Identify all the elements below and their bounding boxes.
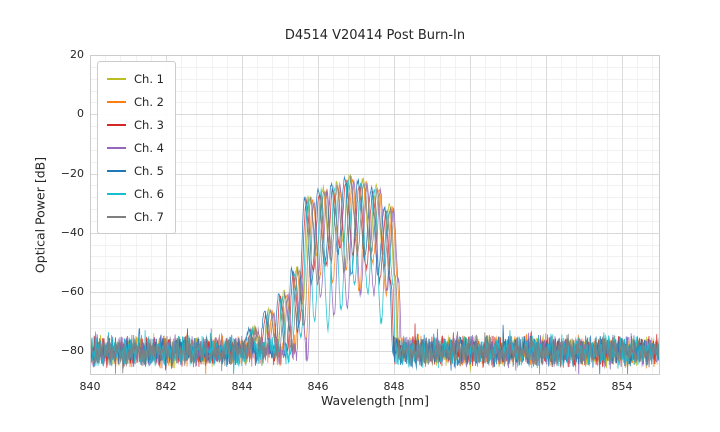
plot-area [90,55,660,375]
legend-item: Ch. 7 [107,205,164,228]
x-tick-label: 848 [383,380,405,393]
x-tick-label: 850 [459,380,481,393]
legend-item: Ch. 5 [107,159,164,182]
legend-line-swatch [107,123,126,126]
y-tick-label: −80 [60,344,84,358]
chart-title: D4514 V20414 Post Burn-In [284,28,466,43]
legend-item: Ch. 1 [107,67,164,90]
legend-label: Ch. 2 [134,94,164,109]
legend-line-swatch [107,192,126,195]
x-tick-label: 854 [611,380,633,393]
x-tick-label: 846 [307,380,329,393]
legend: Ch. 1 Ch. 2 Ch. 3 Ch. 4 Ch. 5 Ch. 6 Ch. 7 [97,61,176,234]
legend-line-swatch [107,100,126,103]
legend-item: Ch. 3 [107,113,164,136]
legend-line-swatch [107,169,126,172]
y-tick-label: 20 [70,48,84,61]
legend-item: Ch. 4 [107,136,164,159]
legend-line-swatch [107,146,126,149]
x-tick-label: 844 [231,380,253,393]
x-tick-label: 852 [535,380,557,393]
legend-item: Ch. 6 [107,182,164,205]
legend-label: Ch. 4 [134,140,164,155]
legend-item: Ch. 2 [107,90,164,113]
legend-label: Ch. 3 [134,117,164,132]
legend-label: Ch. 7 [134,209,164,224]
legend-label: Ch. 6 [134,186,164,201]
y-tick-label: −60 [60,285,84,299]
legend-line-swatch [107,77,126,80]
y-tick-label: −20 [60,166,84,180]
x-tick-label: 840 [79,380,101,393]
legend-line-swatch [107,215,126,218]
y-tick-label: 0 [77,107,84,121]
legend-label: Ch. 1 [134,71,164,86]
legend-label: Ch. 5 [134,163,164,178]
x-axis-label: Wavelength [nm] [321,393,429,408]
y-tick-label: −40 [60,225,84,239]
x-tick-label: 842 [155,380,177,393]
